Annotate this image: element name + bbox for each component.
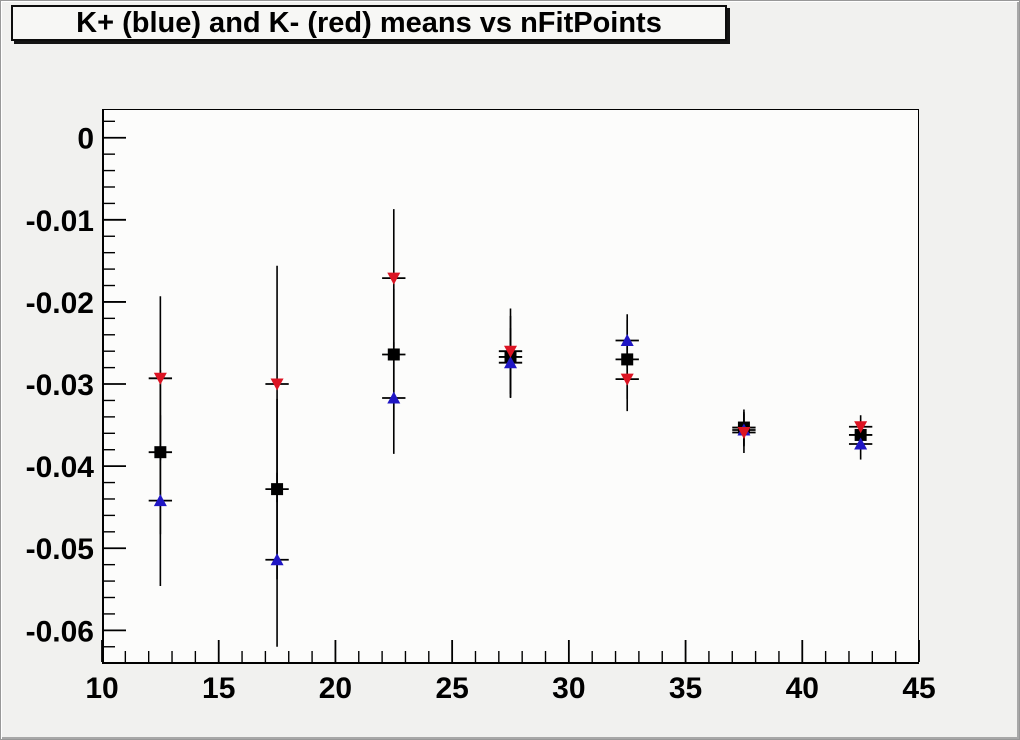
y-tick-label: -0.05 bbox=[26, 533, 94, 566]
marker-triangle-down bbox=[620, 373, 634, 386]
marker-triangle-down bbox=[387, 272, 401, 285]
marker-triangle-down bbox=[737, 426, 751, 439]
marker-square bbox=[621, 353, 634, 366]
marker-triangle-down bbox=[504, 345, 517, 358]
y-tick-label: 0 bbox=[77, 123, 94, 156]
x-tick-label: 40 bbox=[786, 672, 819, 705]
marker-square bbox=[154, 446, 167, 459]
marker-square bbox=[271, 483, 284, 496]
marker-triangle-up bbox=[504, 356, 517, 369]
x-tick-label: 20 bbox=[319, 672, 352, 705]
marker-square bbox=[387, 348, 400, 361]
marker-triangle-down bbox=[153, 372, 167, 385]
y-tick-label: -0.02 bbox=[26, 287, 94, 320]
x-tick-label: 30 bbox=[552, 672, 585, 705]
marker-triangle-up bbox=[153, 494, 167, 507]
x-tick-label: 45 bbox=[902, 672, 935, 705]
x-tick-label: 25 bbox=[435, 672, 468, 705]
marker-triangle-up bbox=[620, 334, 634, 347]
marker-triangle-up bbox=[854, 437, 868, 450]
y-tick-label: -0.01 bbox=[26, 205, 94, 238]
y-tick-label: -0.04 bbox=[26, 451, 95, 484]
marker-triangle-up bbox=[387, 391, 401, 404]
marker-triangle-down bbox=[270, 378, 284, 391]
marker-triangle-up bbox=[270, 553, 284, 566]
x-tick-label: 35 bbox=[669, 672, 702, 705]
marker-square bbox=[854, 428, 867, 441]
marker-triangle-down bbox=[854, 421, 868, 434]
y-tick-label: -0.03 bbox=[26, 369, 94, 402]
chart-title: K+ (blue) and K- (red) means vs nFitPoin… bbox=[76, 6, 662, 39]
x-tick-label: 10 bbox=[85, 672, 118, 705]
y-tick-label: -0.06 bbox=[26, 615, 94, 648]
title-pave: K+ (blue) and K- (red) means vs nFitPoin… bbox=[11, 5, 727, 41]
x-tick-label: 15 bbox=[202, 672, 235, 705]
